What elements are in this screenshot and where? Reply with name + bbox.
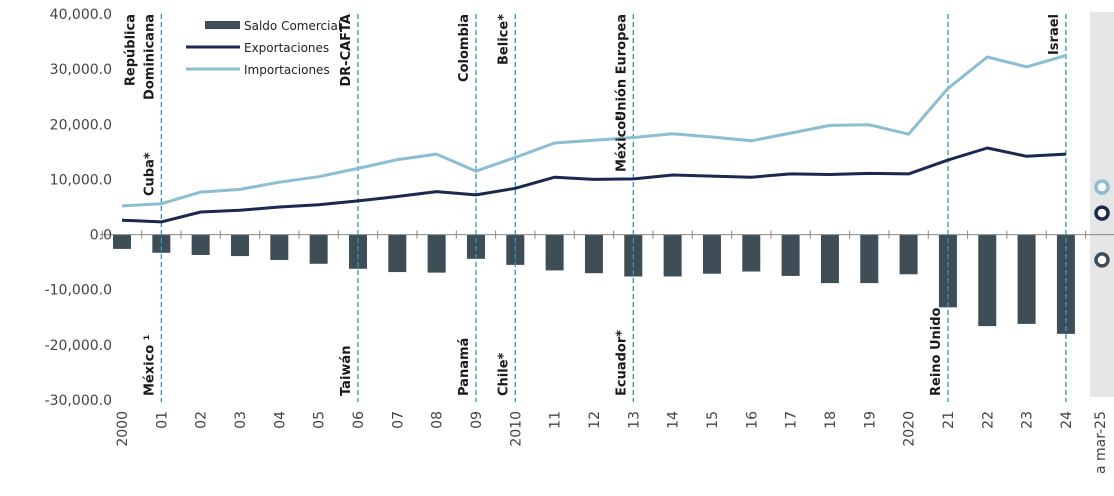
ytd-marker-exportaciones	[1094, 205, 1110, 221]
y-tick-label: 20,000.0	[50, 117, 112, 133]
x-tick-label: 21	[941, 411, 957, 429]
ytd-panel	[1090, 12, 1114, 397]
x-tick-label: 17	[784, 411, 800, 429]
bar-18	[820, 234, 839, 284]
agreement-label-lower: Ecuador*	[614, 330, 629, 396]
bar-03	[230, 234, 249, 257]
line-importaciones	[121, 53, 1067, 208]
legend-label-exports: Exportaciones	[244, 41, 329, 55]
x-tick-label: 03	[233, 411, 249, 429]
series-lines	[121, 53, 1067, 224]
bar-11	[545, 234, 564, 271]
agreement-label-lower: Taiwán	[339, 346, 354, 396]
bar-05	[309, 234, 328, 264]
agreement-label-lower: México ¹	[142, 335, 157, 396]
agreement-lines	[160, 14, 1067, 402]
ytd-marker-saldo-comercial	[1094, 252, 1110, 268]
agreement-label-upper: Colombia	[457, 14, 472, 82]
y-tick-label: 10,000.0	[50, 172, 112, 188]
bar-07	[388, 234, 407, 273]
ytd-markers	[1094, 179, 1110, 268]
agreement-label-lower: Panamá	[457, 338, 472, 396]
y-tick-label: 30,000.0	[50, 62, 112, 78]
x-axis-labels: 2000 01 02 03 04 05 06 07 08 09 2010 11 12 13 14 15 16 17…	[115, 411, 1109, 474]
bar-14	[663, 234, 682, 277]
x-tick-label: 13	[626, 411, 642, 429]
y-tick-label: -30,000.0	[45, 393, 112, 409]
bar-12	[584, 234, 603, 274]
bar-16	[742, 234, 761, 272]
y-tick-label: -20,000.0	[45, 338, 112, 354]
saldo-bars	[113, 234, 1075, 334]
x-tick-label: 11	[548, 411, 564, 429]
ytd-marker-importaciones	[1094, 179, 1110, 195]
x-tick-label: 2020	[902, 411, 918, 447]
x-tick-label: 16	[744, 411, 760, 429]
x-tick-label: 06	[351, 411, 367, 429]
agreement-labels: República Dominicana Cuba* México ¹ DR-CAFTA…	[123, 14, 1062, 396]
bar-06	[348, 234, 367, 269]
legend: Saldo Comercial Exportaciones Importacio…	[186, 19, 341, 77]
bar-04	[270, 234, 289, 260]
x-tick-label: 08	[430, 411, 446, 429]
agreement-label-lower: Chile*	[496, 352, 511, 396]
x-tick-label: 2010	[508, 411, 524, 447]
agreement-label-lower: Reino Unido	[929, 307, 944, 396]
bar-08	[427, 234, 446, 273]
x-tick-label: a mar-25	[1093, 411, 1109, 474]
x-tick-label: 07	[390, 411, 406, 429]
legend-label-saldo: Saldo Comercial	[244, 19, 341, 33]
zero-axis	[100, 230, 1114, 239]
x-tick-label: 24	[1059, 411, 1075, 429]
y-tick-label: 40,000.0	[50, 7, 112, 23]
agreement-label-upper: Unión Europea	[614, 14, 629, 121]
bar-01	[152, 234, 171, 253]
agreement-label-upper: Israel	[1047, 14, 1062, 55]
bar-02	[191, 234, 210, 255]
bar-23	[1017, 234, 1036, 324]
x-tick-label: 18	[823, 411, 839, 429]
x-tick-label: 12	[587, 411, 603, 429]
bar-19	[860, 234, 879, 284]
bar-24	[1056, 234, 1075, 334]
bar-17	[781, 234, 800, 276]
agreement-label-upper-small: México²	[614, 115, 629, 172]
x-tick-label: 04	[272, 411, 288, 429]
bar-15	[702, 234, 721, 274]
agreement-label-upper-small: Cuba*	[142, 152, 157, 196]
x-tick-label: 15	[705, 411, 721, 429]
x-tick-label: 02	[194, 411, 210, 429]
y-tick-label: 0.0	[90, 228, 112, 244]
bar-2000	[113, 234, 131, 249]
x-tick-label: 05	[312, 411, 328, 429]
y-axis-labels: 40,000.0 30,000.0 20,000.0 10,000.0 0.0 -10,0…	[45, 7, 112, 409]
agreement-label-upper: Belice*	[496, 14, 511, 65]
legend-label-imports: Importaciones	[244, 63, 330, 77]
x-tick-label: 22	[980, 411, 996, 429]
agreement-label-upper: DR-CAFTA	[339, 14, 354, 87]
bar-2020	[899, 234, 918, 275]
agreement-label-upper: República	[123, 14, 138, 86]
legend-swatch-saldo	[205, 21, 240, 29]
x-tick-label: 09	[469, 411, 485, 429]
x-tick-label: 23	[1020, 411, 1036, 429]
x-tick-label: 19	[862, 411, 878, 429]
agreement-label-upper: Dominicana	[142, 14, 157, 100]
x-tick-label: 14	[666, 411, 682, 429]
x-tick-label: 01	[154, 411, 170, 429]
x-tick-label: 2000	[115, 411, 131, 447]
bar-22	[978, 234, 997, 327]
y-tick-label: -10,000.0	[45, 283, 112, 299]
